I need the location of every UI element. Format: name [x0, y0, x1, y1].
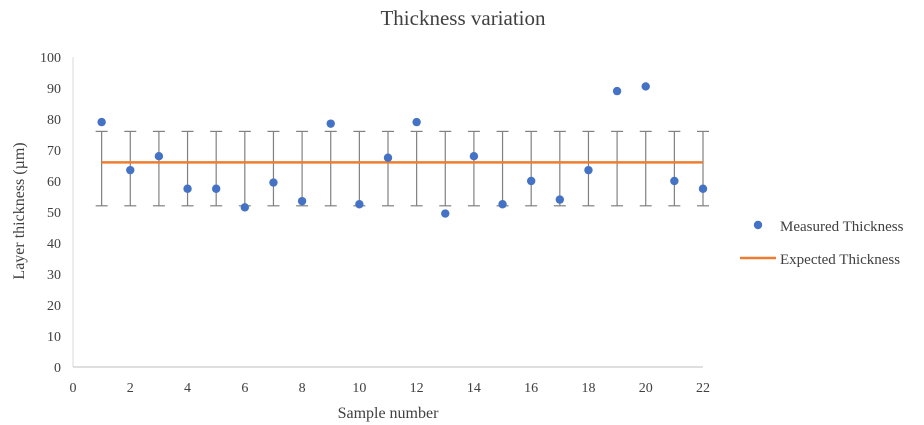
- y-tick-label: 70: [47, 144, 61, 159]
- x-tick-label: 10: [352, 381, 366, 396]
- data-point: [584, 165, 593, 175]
- data-point: [555, 195, 565, 204]
- data-point: [383, 153, 393, 162]
- y-tick-label: 80: [47, 113, 61, 128]
- data-point: [183, 184, 192, 193]
- x-tick-label: 12: [410, 381, 424, 396]
- x-tick-label: 8: [299, 381, 306, 396]
- data-point: [126, 165, 135, 175]
- y-tick-label: 60: [47, 175, 61, 190]
- data-point: [355, 200, 364, 209]
- data-point: [269, 178, 278, 187]
- x-tick-label: 0: [70, 381, 77, 396]
- legend-label-expected: Expected Thickness: [780, 252, 900, 268]
- y-tick-label: 50: [47, 206, 61, 221]
- data-point: [326, 119, 335, 128]
- data-point: [469, 152, 479, 161]
- data-point: [612, 86, 622, 96]
- y-tick-label: 30: [47, 268, 61, 283]
- y-tick-label: 20: [47, 299, 61, 314]
- chart-title: Thickness variation: [380, 6, 546, 30]
- data-point: [641, 82, 650, 91]
- x-tick-label: 20: [639, 381, 653, 396]
- data-point: [441, 209, 450, 218]
- y-axis-label: Layer thickness (µm): [11, 142, 28, 279]
- data-point: [526, 176, 536, 186]
- legend-marker-measured: [753, 220, 763, 230]
- x-tick-label: 16: [524, 381, 538, 396]
- y-axis: 0 10 20 30 40 50 60 70 80 90 100: [40, 51, 74, 376]
- data-point: [412, 117, 421, 127]
- x-tick-label: 14: [467, 381, 481, 396]
- legend: Measured Thickness Expected Thickness: [740, 219, 904, 268]
- data-point: [154, 152, 164, 161]
- y-tick-label: 10: [47, 330, 61, 345]
- x-tick-label: 2: [127, 381, 134, 396]
- x-axis: 0 2 4 6 8 10 12 14 16 18 20 22: [70, 366, 710, 396]
- data-point: [240, 203, 250, 212]
- data-point: [211, 184, 221, 193]
- y-tick-label: 40: [47, 237, 61, 252]
- data-point: [97, 117, 106, 127]
- data-point: [297, 196, 307, 206]
- legend-label-measured: Measured Thickness: [780, 219, 904, 235]
- data-point: [698, 184, 708, 193]
- x-tick-label: 18: [581, 381, 595, 396]
- x-axis-label: Sample number: [338, 405, 440, 422]
- x-tick-label: 6: [241, 381, 248, 396]
- y-tick-label: 90: [47, 82, 61, 97]
- y-tick-label: 0: [54, 361, 61, 376]
- y-tick-label: 100: [40, 51, 61, 66]
- x-tick-label: 22: [696, 381, 710, 396]
- x-tick-label: 4: [184, 381, 191, 396]
- data-point: [670, 176, 679, 186]
- plot-area: [95, 82, 709, 218]
- data-point: [498, 200, 507, 209]
